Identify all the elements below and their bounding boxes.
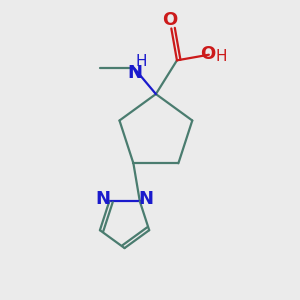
Text: O: O [162, 11, 178, 29]
Text: H: H [136, 54, 147, 69]
Text: O: O [200, 45, 215, 63]
Text: N: N [139, 190, 154, 208]
Text: N: N [127, 64, 142, 82]
Text: H: H [215, 49, 227, 64]
Text: N: N [95, 190, 110, 208]
